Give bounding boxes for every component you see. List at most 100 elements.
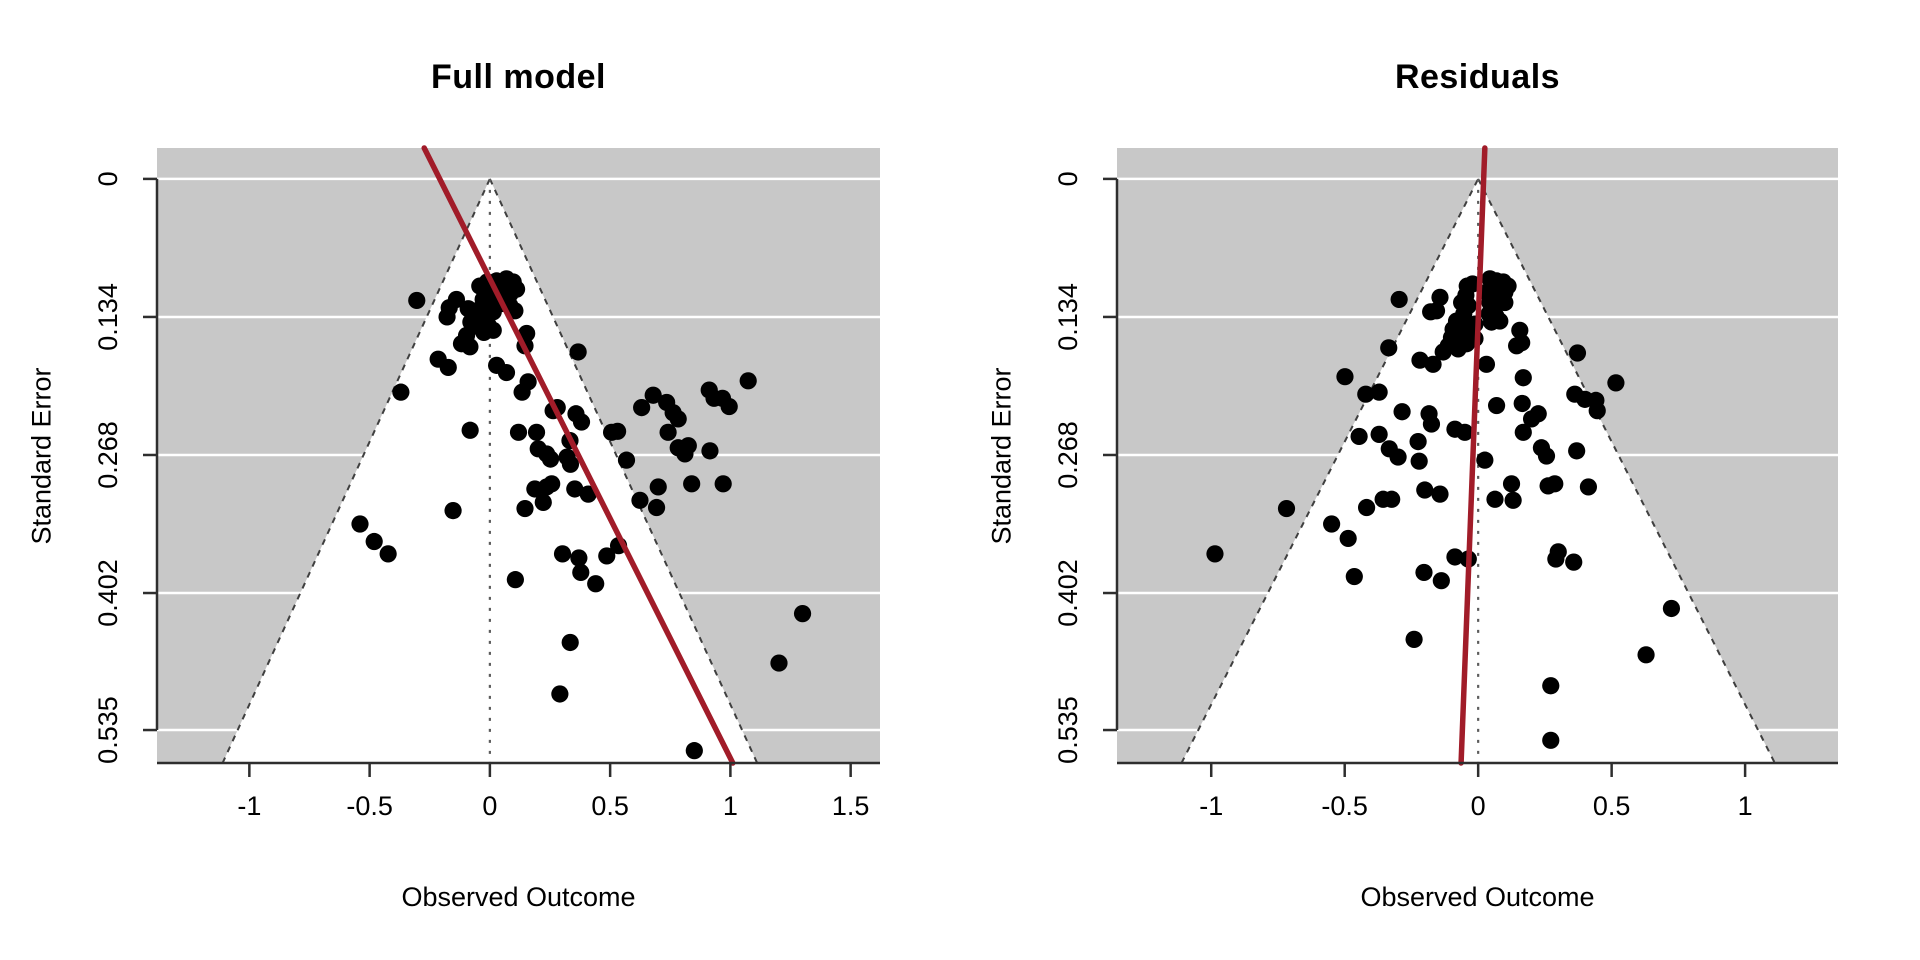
data-point [509,423,528,441]
data-point [1380,339,1398,357]
funnel-edge-line [1477,178,1776,764]
data-point [598,547,616,565]
data-point [739,372,757,390]
data-point [1422,303,1440,321]
y-tick-label: 0.268 [93,421,123,489]
data-point [1568,344,1587,362]
data-point [1415,563,1433,582]
data-point [392,383,410,401]
data-point [649,478,667,496]
data-point [685,742,703,760]
x-tick-label: 1 [723,791,738,821]
data-point [541,450,560,468]
data-point [1370,425,1388,443]
data-point [1410,452,1428,470]
data-point [1496,293,1514,312]
funnel-region [1181,178,1775,763]
data-point [793,605,812,623]
data-point [714,475,732,493]
y-axis-label-right: Standard Error [986,367,1017,545]
data-point [579,485,597,503]
y-tick-label: 0 [1053,171,1083,186]
data-point [770,654,788,672]
data-point [1416,481,1434,499]
data-point [444,502,462,520]
data-point [534,493,552,511]
data-point [617,451,636,469]
data-point [1442,328,1461,347]
x-tick-label: 0 [1471,791,1486,821]
plot-title-residuals: Residuals [1394,58,1561,96]
data-point [1513,394,1531,413]
data-point [1502,475,1521,493]
data-point [1345,567,1363,586]
data-point [561,455,580,473]
data-point [1357,498,1376,517]
plot-title-full-model: Full model [431,58,606,96]
data-point [1637,646,1655,664]
x-tick-label: 1 [1738,791,1753,821]
y-tick-label: 0.535 [93,696,123,764]
data-point [506,571,524,589]
x-tick-label: -1 [1199,791,1223,821]
x-tick-label: 0.5 [591,791,629,821]
data-point [1568,442,1586,460]
data-point [497,363,516,382]
data-point [633,398,651,417]
data-point [669,410,687,428]
data-point [1390,290,1408,309]
y-tick-label: 0.535 [1053,696,1083,764]
data-point [1431,485,1449,503]
data-point [461,338,479,356]
data-point [1422,415,1441,433]
data-point [1522,410,1541,428]
data-point [1514,369,1532,387]
data-point [1477,355,1496,373]
data-point [1579,478,1598,496]
data-point [1446,548,1464,566]
x-axis-label-left: Observed Outcome [401,882,636,912]
x-tick-label: 0 [482,791,497,821]
data-point [644,386,662,404]
y-tick-label: 0 [93,171,123,186]
data-point [566,480,584,498]
x-tick-label: 1.5 [832,791,870,821]
data-point [1542,677,1560,695]
funnel-edge-line [1180,178,1480,764]
data-point [519,373,537,391]
data-point [1432,572,1450,590]
y-tick-label: 0.268 [1053,421,1083,489]
y-tick-label: 0.134 [93,283,123,351]
funnel-region [222,178,758,763]
x-tick-label: 0.5 [1593,791,1631,821]
data-point [1456,423,1474,441]
data-point [1537,447,1556,465]
y-axis-label-left: Standard Error [26,367,57,545]
data-point [1486,490,1504,508]
data-point [1431,288,1449,306]
x-tick-label: -1 [237,791,261,821]
data-point [553,545,572,563]
data-point [701,442,719,460]
data-point [1542,731,1560,749]
data-point [527,423,546,441]
data-point [1393,403,1411,421]
data-point [572,563,590,582]
data-point [1549,543,1567,561]
data-point [1434,343,1452,361]
data-point [351,515,369,533]
data-point [587,575,605,593]
regression-line [421,145,736,766]
data-point [569,343,587,361]
data-point [659,423,677,441]
data-point [561,633,579,652]
data-point [1514,423,1532,441]
x-axis-label-right: Observed Outcome [1360,882,1595,912]
data-point [1370,383,1388,401]
data-point [1424,355,1442,373]
data-point [1546,475,1564,493]
data-point [1411,351,1429,369]
data-point [1508,337,1526,355]
